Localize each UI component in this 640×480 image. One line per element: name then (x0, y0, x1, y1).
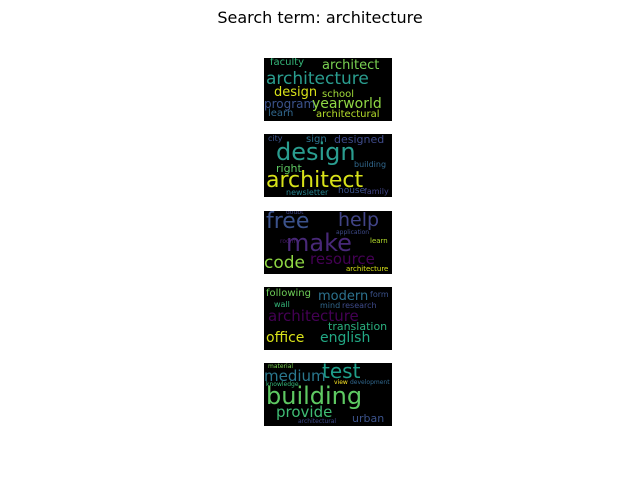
cloud-word: application (336, 229, 370, 236)
cloud-word: knowledge (266, 381, 299, 388)
cloud-word: translation (328, 320, 388, 333)
cloud-word: newsletter (286, 188, 329, 197)
cloud-word: modern (318, 289, 369, 304)
cloud-word: architecture (268, 307, 359, 325)
cloud-word: office (266, 330, 305, 346)
cloud-word: architecture (266, 69, 369, 89)
cloud-word: program (264, 97, 316, 111)
cloud-word: provide (276, 403, 333, 421)
cloud-word: code (264, 253, 305, 273)
cloud-word: learn (268, 108, 294, 119)
cloud-word: house (338, 186, 366, 196)
cloud-word: designed (334, 134, 385, 146)
cloud-word: architectural (316, 109, 380, 120)
cloud-word: building (354, 160, 387, 169)
cloud-word: design (274, 85, 318, 100)
cloud-word: doubt (286, 211, 304, 216)
cloud-word: development (350, 379, 390, 386)
cloud-word: architect (266, 168, 364, 193)
cloud-word: yearworld (312, 96, 382, 112)
cloud-word: architectural (298, 418, 337, 425)
cloud-word: resource (310, 250, 375, 268)
cloud-word: design (276, 138, 356, 166)
cloud-word: medium (264, 367, 326, 385)
cloud-word: mind (320, 301, 341, 310)
cloud-word: family (364, 187, 389, 196)
cloud-word: right (276, 162, 302, 175)
cloud-word: english (320, 330, 371, 346)
cloud-word: help (338, 211, 380, 231)
cloud-word: school (322, 89, 355, 100)
cloud-word: city (268, 134, 283, 143)
word-cloud-5: material test medium knowledge view deve… (264, 363, 392, 426)
cloud-word: room (280, 238, 296, 245)
cloud-word: architecture (346, 265, 389, 273)
page-title: Search term: architecture (217, 8, 423, 27)
cloud-word: building (266, 382, 363, 410)
word-cloud-3: free help make doubt application room le… (264, 211, 392, 274)
cloud-word: urban (352, 412, 385, 425)
cloud-word: architect (322, 58, 380, 73)
cloud-word: form (370, 290, 389, 299)
word-cloud-2: city sign designed design right building… (264, 134, 392, 197)
cloud-word: free (266, 211, 310, 234)
cloud-word: learn (370, 237, 388, 245)
cloud-word: make (286, 229, 352, 257)
cloud-word: wall (274, 300, 290, 309)
cloud-word: following (266, 288, 311, 299)
word-cloud-4: following modern form wall mind research… (264, 287, 392, 350)
cloud-word: faculty (270, 58, 305, 68)
cloud-word: test (322, 363, 361, 383)
cloud-word: research (342, 301, 377, 310)
cloud-word: sign (306, 134, 327, 145)
word-cloud-1: faculty architect architecture design sc… (264, 58, 392, 121)
cloud-word: material (268, 363, 294, 370)
cloud-word: view (334, 379, 348, 386)
